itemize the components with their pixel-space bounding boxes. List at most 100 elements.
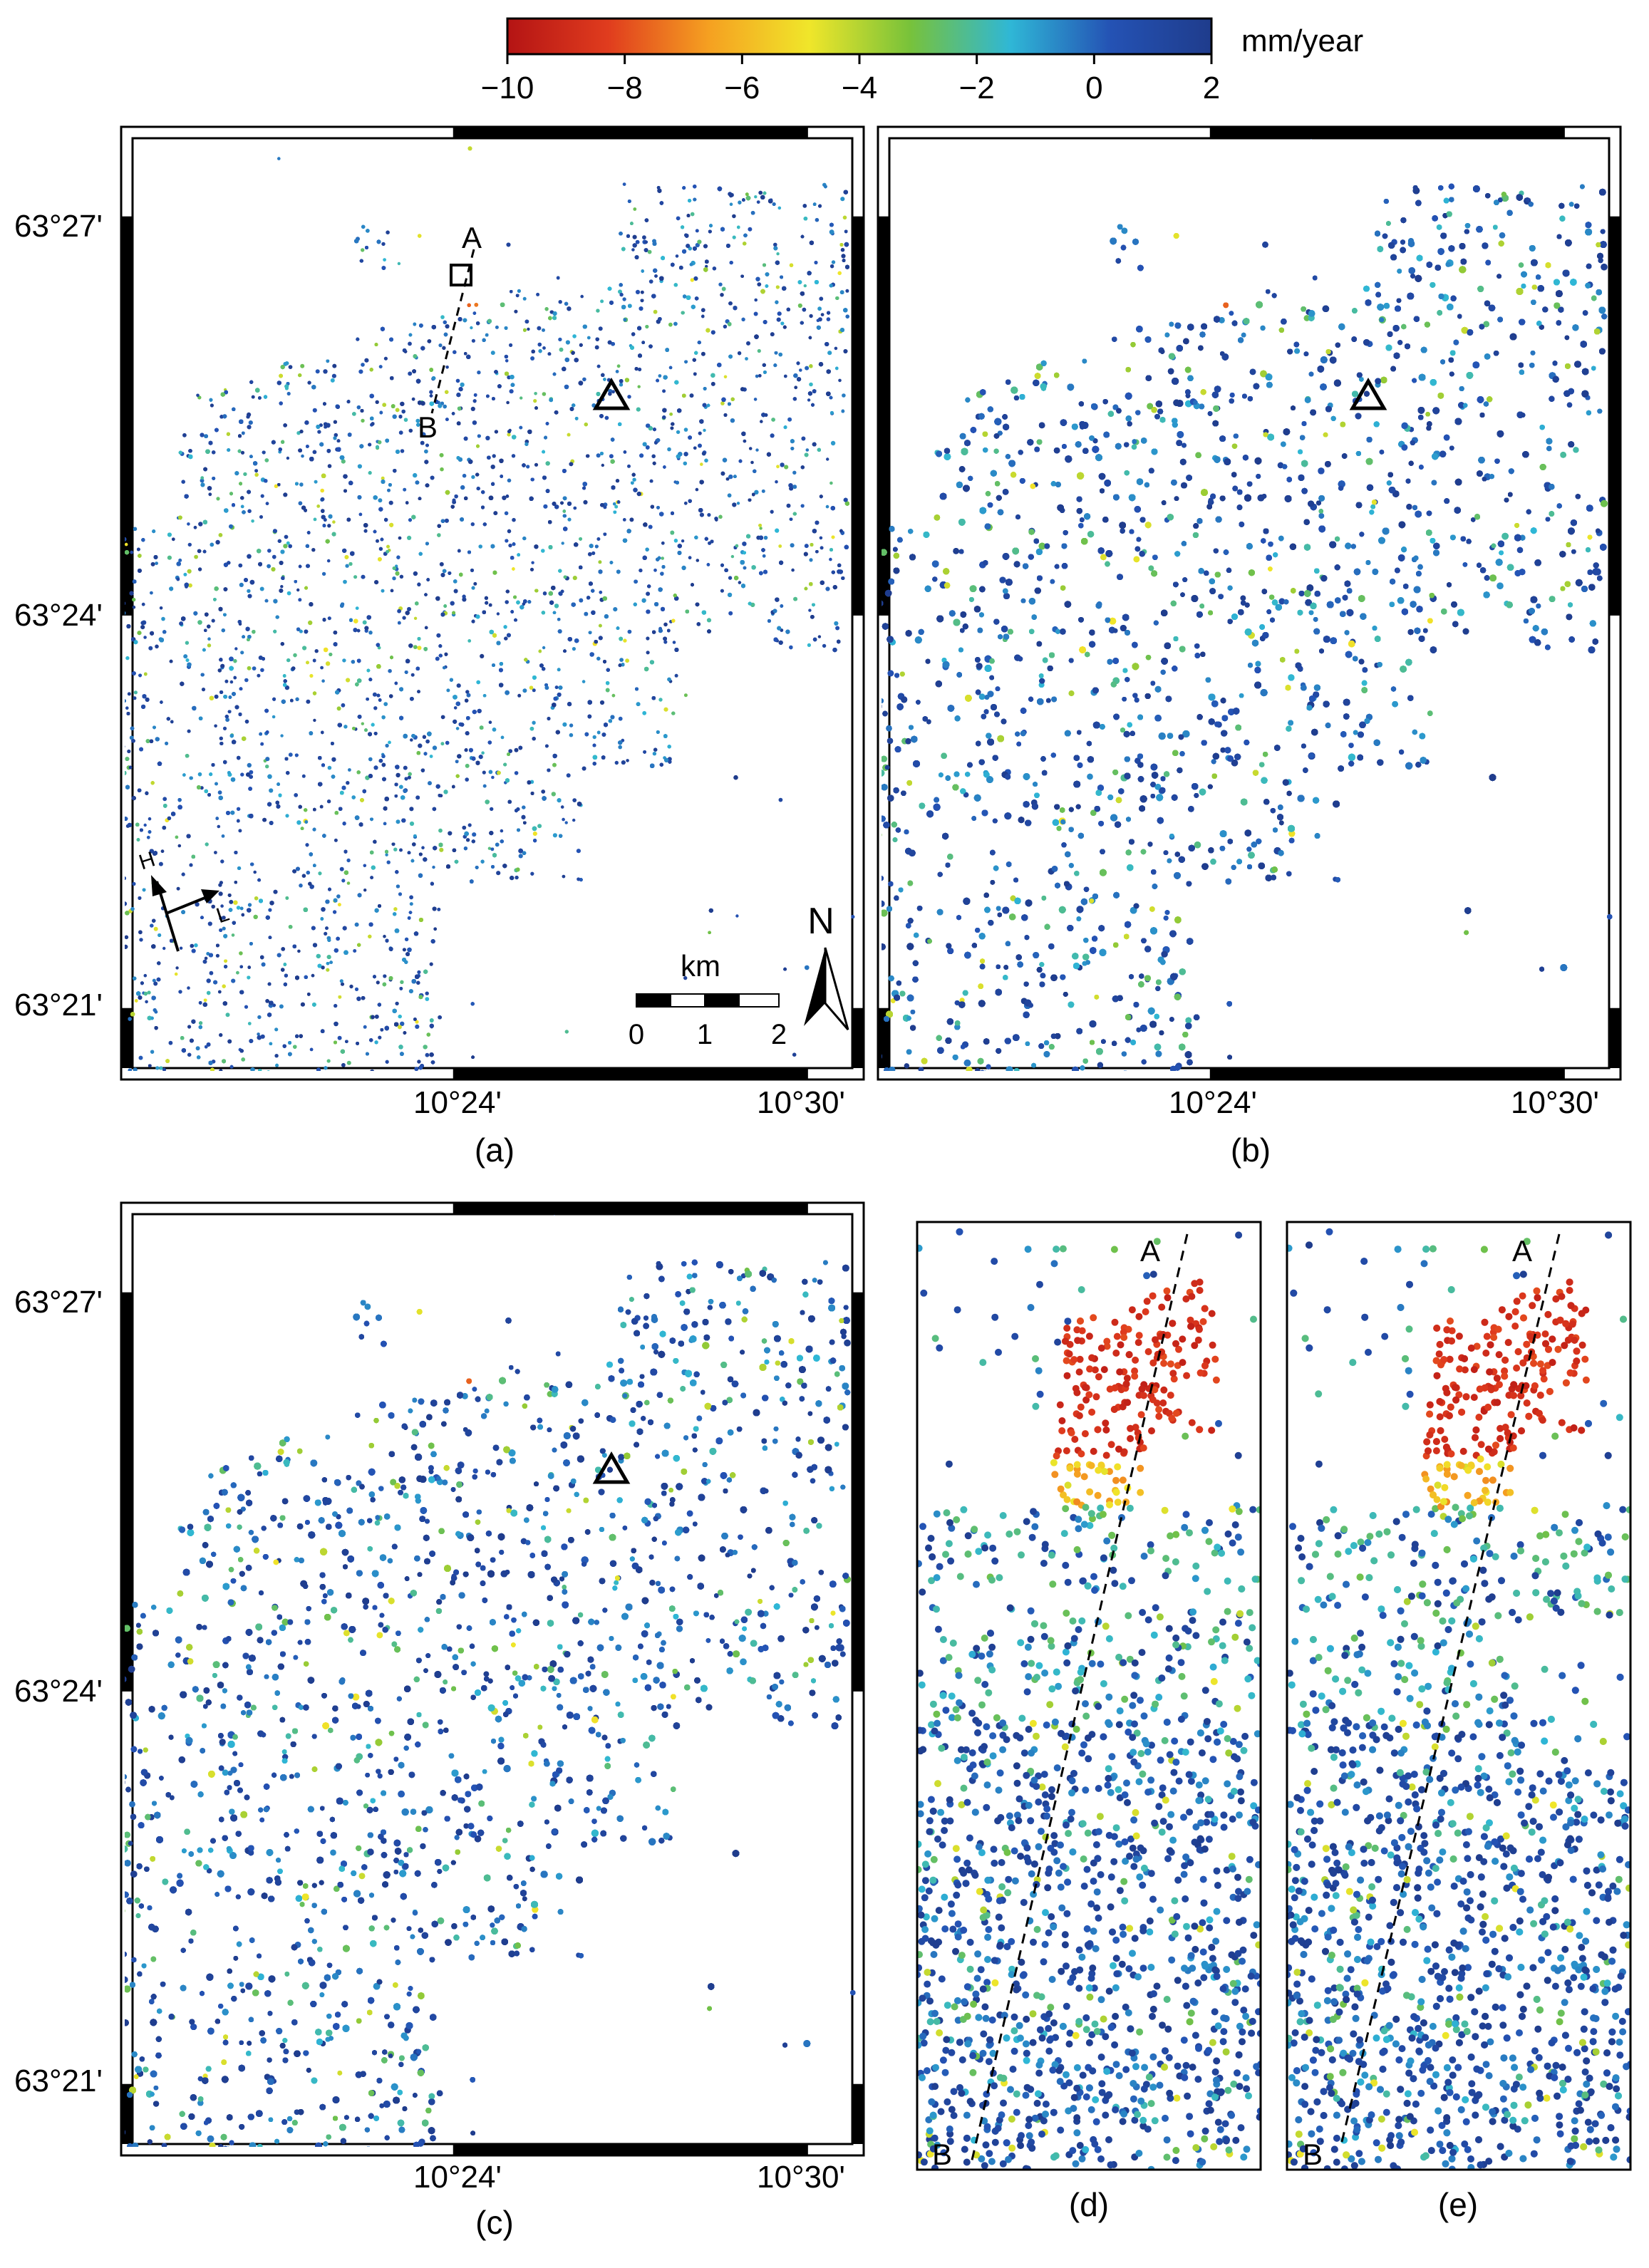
ps-point bbox=[787, 504, 791, 508]
ps-point bbox=[381, 242, 385, 246]
ps-point bbox=[547, 717, 550, 720]
ps-point bbox=[148, 646, 153, 651]
ps-point bbox=[418, 743, 422, 747]
ps-point bbox=[210, 543, 214, 547]
ps-point bbox=[328, 464, 332, 468]
ps-point bbox=[167, 556, 172, 560]
ps-point bbox=[196, 394, 200, 398]
ps-point bbox=[363, 889, 366, 891]
ps-point bbox=[462, 474, 467, 478]
ps-point bbox=[381, 477, 385, 480]
ps-point bbox=[697, 239, 701, 244]
ps-point bbox=[322, 572, 326, 576]
ps-point bbox=[519, 396, 522, 399]
ps-point bbox=[342, 658, 346, 662]
ps-point bbox=[514, 310, 517, 314]
ps-point bbox=[160, 606, 163, 610]
ps-point bbox=[356, 606, 359, 610]
ps-point bbox=[378, 1036, 381, 1040]
ps-point bbox=[370, 876, 373, 879]
ps-point bbox=[397, 609, 401, 613]
ps-point bbox=[748, 227, 752, 232]
ps-point bbox=[412, 842, 416, 846]
ps-point bbox=[220, 859, 224, 863]
ps-point bbox=[341, 460, 346, 464]
ps-point bbox=[407, 607, 411, 611]
colorbar-ticks: −10 −8 −6 −4 −2 0 2 bbox=[481, 54, 1221, 105]
ps-point bbox=[805, 544, 809, 548]
ps-point bbox=[533, 399, 537, 403]
ps-point bbox=[224, 1071, 227, 1075]
ps-point bbox=[214, 851, 217, 854]
ps-point bbox=[140, 621, 145, 625]
ps-point bbox=[361, 248, 364, 252]
ps-point bbox=[701, 352, 705, 356]
ps-point bbox=[700, 462, 703, 466]
ps-point bbox=[315, 649, 319, 653]
ps-point bbox=[501, 736, 505, 740]
ps-point bbox=[438, 829, 443, 833]
ps-point bbox=[731, 555, 734, 558]
ps-point bbox=[424, 450, 428, 454]
ps-point bbox=[376, 400, 379, 404]
ps-point bbox=[316, 504, 320, 508]
ps-point bbox=[440, 315, 445, 319]
ps-point bbox=[139, 938, 143, 941]
ps-point bbox=[194, 526, 197, 529]
ps-point bbox=[448, 831, 452, 835]
ps-point bbox=[384, 357, 388, 361]
ps-point bbox=[313, 408, 317, 413]
ps-point bbox=[743, 566, 747, 570]
ps-point bbox=[393, 848, 397, 851]
ps-point bbox=[623, 638, 626, 642]
ps-point bbox=[317, 430, 321, 433]
ps-point bbox=[313, 943, 317, 947]
ps-point bbox=[667, 745, 671, 749]
ps-point bbox=[346, 859, 350, 862]
ps-point bbox=[472, 339, 475, 343]
ps-point bbox=[413, 645, 418, 649]
ps-point bbox=[530, 356, 534, 361]
ps-point bbox=[489, 720, 492, 724]
ps-point bbox=[663, 708, 668, 712]
ps-point bbox=[408, 342, 412, 346]
ps-point bbox=[232, 933, 235, 937]
ps-point bbox=[611, 390, 615, 393]
ps-point bbox=[273, 890, 277, 894]
ps-point bbox=[517, 289, 521, 293]
ps-point bbox=[619, 717, 623, 721]
ps-point bbox=[485, 436, 490, 440]
ps-point bbox=[780, 462, 784, 467]
ps-point bbox=[465, 777, 469, 782]
ps-point bbox=[328, 616, 331, 620]
ps-point bbox=[425, 626, 428, 630]
ps-point bbox=[260, 587, 264, 591]
ps-point bbox=[274, 1054, 278, 1057]
ps-point bbox=[541, 549, 545, 553]
ps-point bbox=[309, 674, 313, 678]
ps-point bbox=[130, 551, 133, 554]
ps-point bbox=[561, 805, 564, 809]
ps-point bbox=[408, 776, 411, 780]
ps-point bbox=[445, 519, 449, 523]
ps-point bbox=[673, 641, 676, 644]
ps-point bbox=[187, 730, 191, 733]
ps-point bbox=[778, 207, 782, 210]
ps-point bbox=[684, 428, 688, 432]
ps-point bbox=[497, 612, 500, 615]
ps-point bbox=[566, 340, 570, 344]
ps-point bbox=[180, 947, 182, 950]
ps-point bbox=[746, 341, 750, 346]
ps-point bbox=[421, 846, 425, 849]
ps-point bbox=[470, 326, 472, 329]
ps-point bbox=[299, 430, 303, 433]
ps-point bbox=[138, 930, 143, 934]
ps-point bbox=[165, 742, 168, 745]
ps-point bbox=[597, 365, 601, 368]
ps-point bbox=[627, 465, 631, 468]
ps-point bbox=[334, 1004, 337, 1008]
ps-point bbox=[454, 706, 458, 710]
ps-point bbox=[433, 906, 437, 911]
ps-point bbox=[713, 266, 717, 271]
ps-point bbox=[471, 475, 475, 479]
